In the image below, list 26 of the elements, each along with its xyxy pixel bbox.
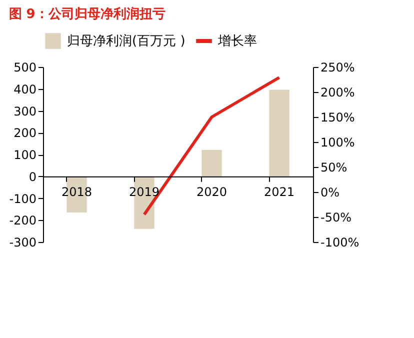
y2-tick-label: 150% (320, 110, 355, 124)
y2-tick-label: 50% (320, 160, 348, 174)
y2-tick-label: 0% (320, 186, 340, 200)
x-tick-label: 2020 (196, 184, 228, 199)
bar (202, 150, 222, 176)
y-tick-label: -100 (9, 192, 36, 206)
x-tick-label: 2018 (61, 184, 92, 199)
y-tick-label: 300 (14, 104, 36, 118)
y2-tick-label: -100% (320, 236, 360, 250)
y-tick-label: 0 (28, 170, 36, 184)
y-tick-label: 200 (14, 126, 36, 140)
y2-tick-label: 200% (320, 86, 355, 100)
x-tick-label: 2019 (128, 184, 160, 199)
y-tick-label: -200 (9, 214, 36, 228)
y-tick-label: 500 (14, 60, 36, 74)
y-tick-label: 100 (14, 148, 36, 162)
y2-tick-label: 100% (320, 136, 355, 150)
x-tick-label: 2021 (264, 184, 295, 199)
y2-tick-label: 250% (320, 60, 355, 74)
legend-label: 增长率 (217, 33, 257, 49)
legend-label: 归母净利润(百万元 ) (67, 34, 186, 49)
y-tick-label: 400 (14, 82, 36, 96)
chart-title: 图 9：公司归母净利润扭亏 (8, 6, 166, 22)
bar (269, 90, 290, 176)
y2-tick-label: -50% (320, 210, 352, 224)
y-tick-label: -300 (9, 236, 36, 250)
